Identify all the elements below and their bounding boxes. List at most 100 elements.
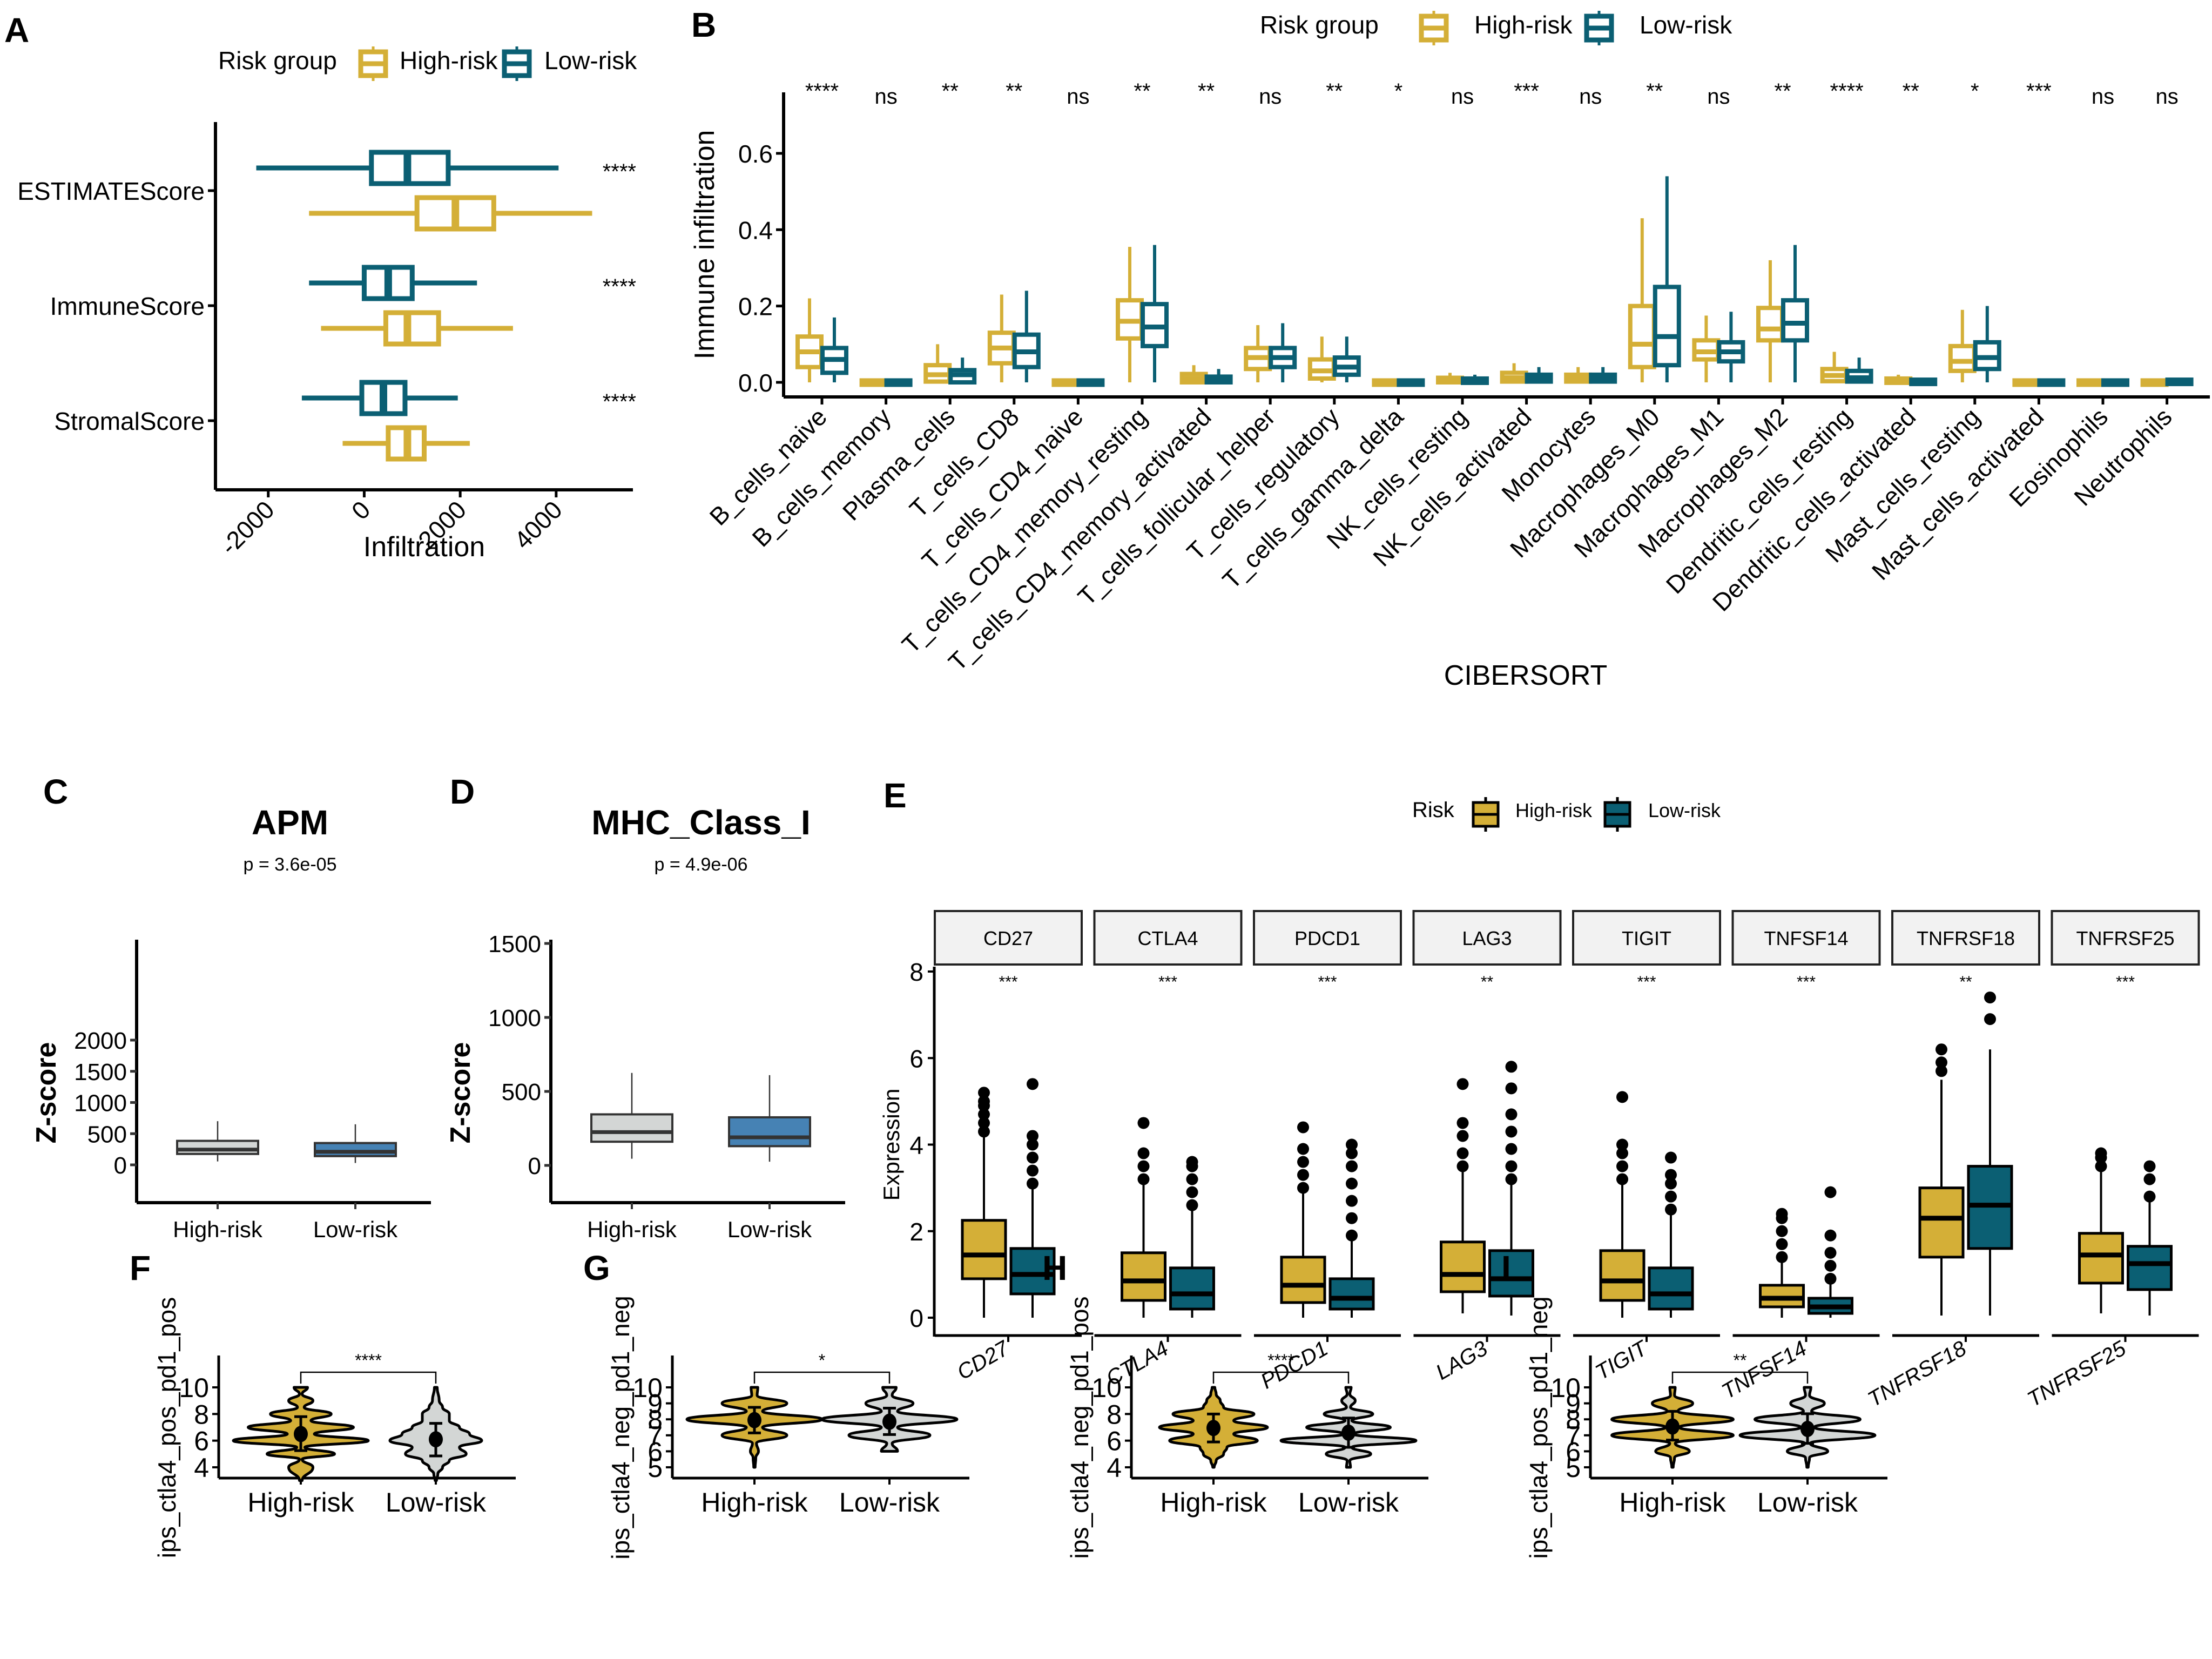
legend-label-high-risk: High-risk <box>1515 799 1593 821</box>
significance-label: *** <box>999 973 1017 991</box>
y-tick-label: 0.4 <box>738 216 773 244</box>
y-tick-label: 9 <box>648 1389 663 1419</box>
significance-label: **** <box>603 160 636 184</box>
facet-strip-label: CD27 <box>983 927 1033 949</box>
y-tick-label: 4 <box>194 1453 209 1483</box>
legend-label-low-risk: Low-risk <box>1640 11 1732 39</box>
x-tick-label: High-risk <box>173 1217 263 1242</box>
outlier-point <box>1616 1147 1628 1159</box>
legend-label-low-risk: Low-risk <box>544 46 637 75</box>
y-axis-title: ips_ctla4_neg_pd1_neg <box>606 1296 635 1560</box>
facet-strip <box>1093 910 1243 966</box>
box-low-risk <box>1328 1277 1375 1311</box>
panel-c: C APM p = 3.6e-05 0 500 1000 1500 2000 Z-score Hi… <box>31 772 431 1242</box>
x-tick-label: High-risk <box>587 1217 677 1242</box>
box-high-risk <box>1628 304 1656 369</box>
outlier-point <box>978 1125 990 1138</box>
significance-label: *** <box>1158 973 1177 991</box>
outlier-point <box>1616 1138 1628 1151</box>
facet-strip-label: CTLA4 <box>1137 927 1198 949</box>
y-tick-label: 8 <box>1566 1405 1581 1435</box>
box-high-risk <box>1918 1186 1965 1259</box>
outlier-point <box>1297 1121 1309 1134</box>
significance-label: ** <box>1006 79 1022 103</box>
outlier-point <box>1984 1013 1996 1026</box>
outlier-point <box>1346 1160 1358 1172</box>
y-tick-label: ESTIMATEScore <box>17 177 205 205</box>
panel-letter-b: B <box>691 5 716 44</box>
outlier-point <box>1456 1160 1469 1172</box>
outlier-point <box>2143 1173 2156 1185</box>
y-tick-label: 6 <box>1566 1437 1581 1467</box>
significance-label: ** <box>1198 79 1215 103</box>
outlier-point <box>1665 1169 1677 1181</box>
outlier-point <box>1346 1212 1358 1224</box>
outlier-point <box>1776 1208 1788 1220</box>
y-tick-label: 5 <box>648 1453 663 1483</box>
y-tick-label: 4 <box>909 1131 923 1159</box>
x-tick-label: Low-risk <box>386 1487 487 1518</box>
outlier-point <box>1297 1156 1309 1168</box>
facet-strip-label: TNFRSF25 <box>2076 927 2174 949</box>
significance-bracket <box>1671 1371 1809 1384</box>
panel-letter-h: H <box>1042 1249 1067 1287</box>
outlier-point <box>1505 1125 1518 1138</box>
y-axis-title: Z-score <box>31 1042 62 1144</box>
significance-label: ** <box>1481 973 1494 991</box>
panel-letter-e: E <box>884 776 907 815</box>
outlier-point <box>2143 1160 2156 1172</box>
x-tick-label: TNFRSF25 <box>2024 1336 2130 1412</box>
significance-label: **** <box>603 275 636 299</box>
outlier-point <box>1936 1065 1947 1077</box>
outlier-point <box>1936 1043 1947 1056</box>
x-tick-label: Plasma_cells <box>837 402 960 525</box>
panel-letter-f: F <box>130 1249 151 1287</box>
outlier-point <box>1776 1251 1788 1263</box>
box-high-risk <box>1280 1256 1326 1304</box>
outlier-point <box>1027 1138 1038 1151</box>
box-low-risk <box>1169 1266 1215 1311</box>
panel-letter-d: D <box>450 772 475 811</box>
box-low-risk <box>1648 1266 1694 1311</box>
y-tick-label: StromalScore <box>54 407 205 435</box>
outlier-point <box>1665 1177 1677 1190</box>
outlier-point <box>1027 1177 1038 1190</box>
outlier-point <box>1505 1160 1518 1172</box>
significance-label: ns <box>1707 85 1730 109</box>
outlier-point <box>1027 1151 1038 1164</box>
box-high-risk <box>1121 1251 1166 1302</box>
outlier-point <box>1665 1151 1677 1164</box>
x-tick-label: TNFRSF18 <box>1864 1336 1971 1412</box>
facet-strip <box>1412 910 1562 966</box>
x-tick-label: Low-risk <box>727 1217 812 1242</box>
outlier-point <box>1346 1138 1358 1151</box>
y-tick-label: 1000 <box>74 1090 127 1117</box>
y-tick-label: 6 <box>648 1437 663 1467</box>
significance-label: *** <box>2116 973 2135 991</box>
y-tick-label: 0 <box>909 1304 923 1332</box>
box-low-risk <box>1488 1249 1534 1298</box>
y-axis-title: ips_ctla4_neg_pd1_pos <box>1065 1297 1094 1559</box>
significance-bracket <box>300 1371 437 1384</box>
significance-bracket <box>753 1371 891 1384</box>
x-tick-label: LAG3 <box>1432 1337 1492 1385</box>
significance-label: ns <box>1259 85 1282 109</box>
y-tick-label: 10 <box>1091 1373 1122 1403</box>
facet-strip <box>1731 910 1881 966</box>
outlier-point <box>1456 1078 1469 1090</box>
outlier-point <box>1027 1164 1038 1177</box>
x-tick-label: -2000 <box>215 495 280 560</box>
y-tick-label: 6 <box>194 1426 209 1456</box>
y-tick-label: 8 <box>1107 1399 1122 1429</box>
outlier-point <box>1505 1143 1518 1155</box>
significance-label: ns <box>874 85 897 109</box>
outlier-point <box>1027 1078 1038 1090</box>
outlier-point <box>2143 1190 2156 1203</box>
mean-point <box>747 1412 761 1428</box>
outlier-point <box>1824 1259 1837 1272</box>
outlier-point <box>1297 1169 1309 1181</box>
facet-strip-label: TNFSF14 <box>1764 927 1848 949</box>
outlier-point <box>1824 1272 1837 1285</box>
